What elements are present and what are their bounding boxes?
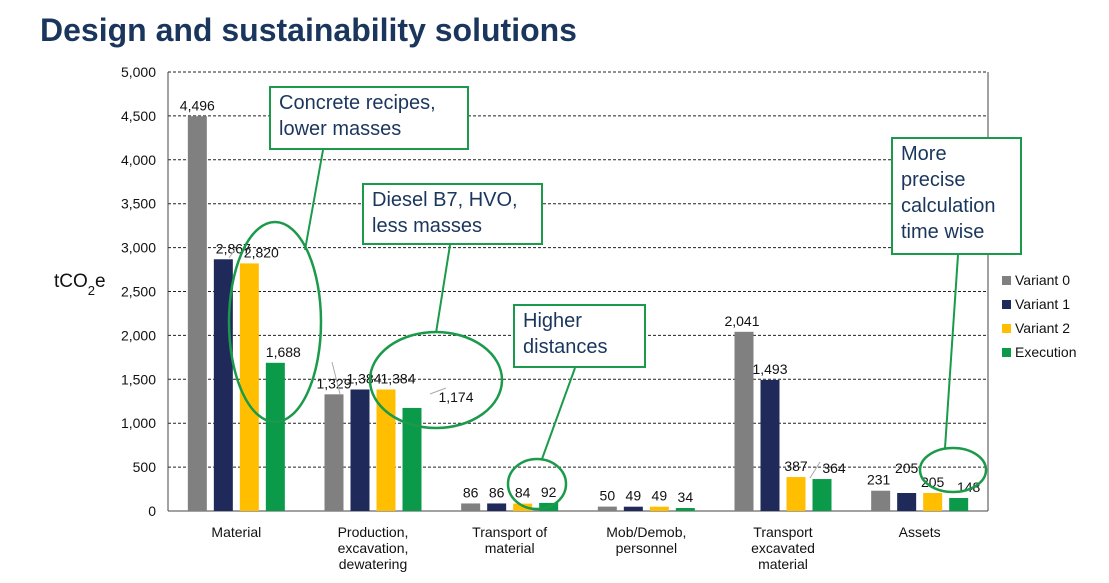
data-label: 1,329	[316, 375, 351, 391]
y-tick-label: 2,000	[121, 327, 156, 343]
y-tick-label: 4,500	[121, 108, 156, 124]
bar-variant-0	[324, 394, 344, 511]
bar-variant-1	[623, 506, 643, 511]
bar-variant-1	[897, 493, 917, 511]
data-label: 92	[541, 484, 557, 500]
bar-execution	[812, 479, 832, 511]
callout-distances: Higher distances	[513, 304, 646, 368]
data-label: 86	[463, 484, 479, 500]
bar-variant-1	[350, 389, 370, 511]
data-label: 205	[921, 474, 945, 490]
data-label: 49	[626, 488, 642, 504]
data-label: 1,688	[266, 344, 301, 360]
data-label: 231	[867, 472, 891, 488]
y-tick-label: 0	[148, 503, 156, 519]
x-tick-label: personnel	[616, 540, 678, 556]
y-tick-label: 5,000	[121, 64, 156, 80]
highlight-ellipse	[918, 446, 988, 494]
bar-execution	[675, 508, 695, 511]
x-tick-label: Production,	[338, 524, 409, 540]
label-leader	[331, 361, 341, 395]
data-label: 387	[784, 458, 808, 474]
y-axis-label: tCO2e	[54, 271, 106, 298]
y-tick-label: 2,500	[121, 284, 156, 300]
x-tick-label: excavated	[751, 540, 815, 556]
bar-execution	[402, 407, 422, 511]
x-tick-label: Transport	[753, 524, 813, 540]
bar-variant-0	[734, 331, 754, 511]
bar-variant-1	[760, 379, 780, 511]
data-label: 34	[678, 489, 694, 505]
bar-variant-2	[513, 503, 533, 511]
legend-label: Variant 1	[1015, 296, 1070, 312]
bar-variant-0	[461, 503, 481, 511]
y-tick-label: 3,000	[121, 240, 156, 256]
highlight-ellipse	[227, 220, 323, 424]
y-tick-label: 3,500	[121, 196, 156, 212]
bar-variant-2	[786, 477, 806, 511]
bar-variant-0	[187, 116, 207, 512]
legend-label: Variant 2	[1015, 320, 1070, 336]
legend-swatch	[1002, 324, 1011, 333]
bar-execution	[265, 362, 285, 511]
callout-diesel: Diesel B7, HVO, less masses	[362, 183, 543, 245]
data-label: 84	[515, 485, 531, 501]
bars	[187, 116, 969, 512]
x-tick-label: dewatering	[339, 556, 408, 572]
legend-swatch	[1002, 300, 1011, 309]
legend-swatch	[1002, 348, 1011, 357]
x-tick-label: excavation,	[338, 540, 409, 556]
callout-concrete: Concrete recipes, lower masses	[269, 86, 469, 150]
y-tick-label: 1,500	[121, 371, 156, 387]
bar-variant-2	[923, 493, 943, 511]
x-tick-label: material	[485, 540, 535, 556]
legend-swatch	[1002, 276, 1011, 285]
x-tick-label: Mob/Demob,	[606, 524, 686, 540]
bar-variant-1	[487, 503, 507, 511]
y-tick-label: 4,000	[121, 152, 156, 168]
data-label: 50	[600, 488, 616, 504]
bar-variant-2	[649, 506, 669, 511]
legend-label: Variant 0	[1015, 272, 1070, 288]
data-label: 1,493	[752, 361, 787, 377]
label-leader	[228, 247, 237, 259]
y-tick-label: 500	[133, 459, 157, 475]
category-labels: Material Production,excavation,dewatering…	[211, 524, 940, 572]
page-title: Design and sustainability solutions	[40, 12, 577, 48]
data-label: 1,384	[380, 370, 415, 386]
callout-precise: More precise calculation time wise	[891, 137, 1022, 255]
legend-label: Execution	[1015, 344, 1076, 360]
data-label: 86	[489, 484, 505, 500]
data-label: 364	[822, 460, 846, 476]
annotations	[227, 149, 988, 511]
data-label: 2,041	[724, 313, 759, 329]
callout-connector	[944, 254, 959, 449]
x-tick-label: Transport of	[472, 524, 547, 540]
bar-execution	[949, 498, 969, 511]
x-tick-label: Assets	[899, 524, 941, 540]
bar-variant-2	[376, 389, 396, 511]
legend: Variant 0 Variant 1 Variant 2 Execution	[1002, 272, 1076, 360]
x-tick-label: material	[758, 556, 808, 572]
callout-connector	[541, 367, 576, 460]
data-label: 2,820	[244, 244, 279, 260]
bar-variant-0	[597, 506, 617, 511]
data-labels: 4,4962,8672,8201,6881,3291,3841,3841,174…	[180, 97, 981, 505]
data-label: 4,496	[180, 97, 215, 113]
y-tick-label: 1,000	[121, 415, 156, 431]
bar-variant-2	[239, 263, 259, 511]
data-label: 49	[652, 488, 668, 504]
label-leader	[429, 387, 447, 395]
data-label: 1,384	[346, 370, 381, 386]
callout-connector	[435, 244, 451, 334]
highlight-ellipse	[506, 457, 568, 511]
label-leader	[809, 461, 821, 479]
bar-variant-0	[871, 490, 891, 511]
x-tick-label: Material	[211, 524, 261, 540]
data-label: 1,174	[438, 389, 473, 405]
callout-connector	[304, 149, 324, 251]
data-label: 205	[895, 460, 919, 476]
y-axis-title: tCO2e	[54, 271, 106, 298]
